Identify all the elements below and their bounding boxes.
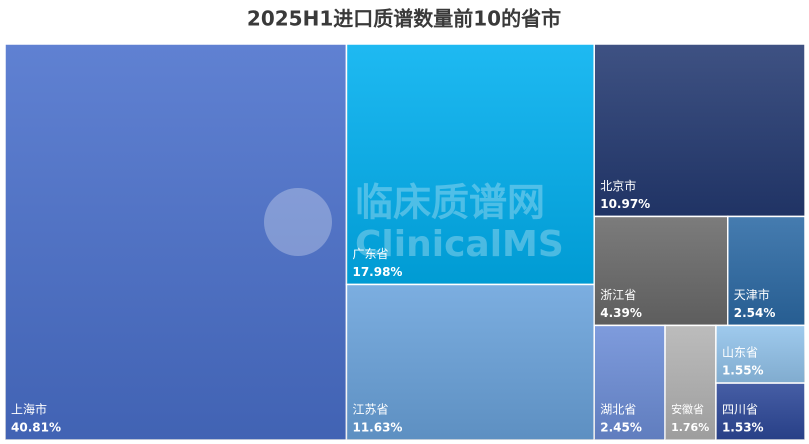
- tile-label: 天津市: [734, 287, 770, 302]
- tile-label: 广东省: [352, 247, 388, 261]
- watermark: 临床质谱网 ClinicalMS: [264, 181, 564, 265]
- tile-label: 安徽省: [671, 402, 704, 416]
- tile-label: 湖北省: [600, 402, 636, 417]
- tile-label: 浙江省: [600, 288, 636, 302]
- chart-title: 2025H1进口质谱数量前10的省市: [247, 7, 561, 31]
- value-label: 10.97%: [600, 197, 650, 211]
- tile: [345, 283, 595, 441]
- value-label: 1.55%: [722, 364, 764, 378]
- value-label: 2.45%: [600, 421, 642, 435]
- tile-label: 上海市: [11, 402, 47, 417]
- value-label: 1.53%: [722, 421, 764, 435]
- tile-label: 山东省: [722, 346, 758, 360]
- value-label: 17.98%: [352, 265, 402, 279]
- value-label: 40.81%: [11, 421, 61, 435]
- value-label: 2.54%: [734, 306, 776, 320]
- tile-label: 北京市: [600, 178, 636, 193]
- value-label: 11.63%: [352, 421, 402, 435]
- tile-label: 四川省: [722, 403, 758, 417]
- watermark-subtext: ClinicalMS: [355, 224, 564, 265]
- tile-label: 江苏省: [352, 403, 388, 417]
- watermark-logo: [264, 188, 332, 256]
- watermark-text: 临床质谱网: [355, 181, 545, 225]
- value-label: 4.39%: [600, 306, 642, 320]
- value-label: 1.76%: [671, 421, 709, 434]
